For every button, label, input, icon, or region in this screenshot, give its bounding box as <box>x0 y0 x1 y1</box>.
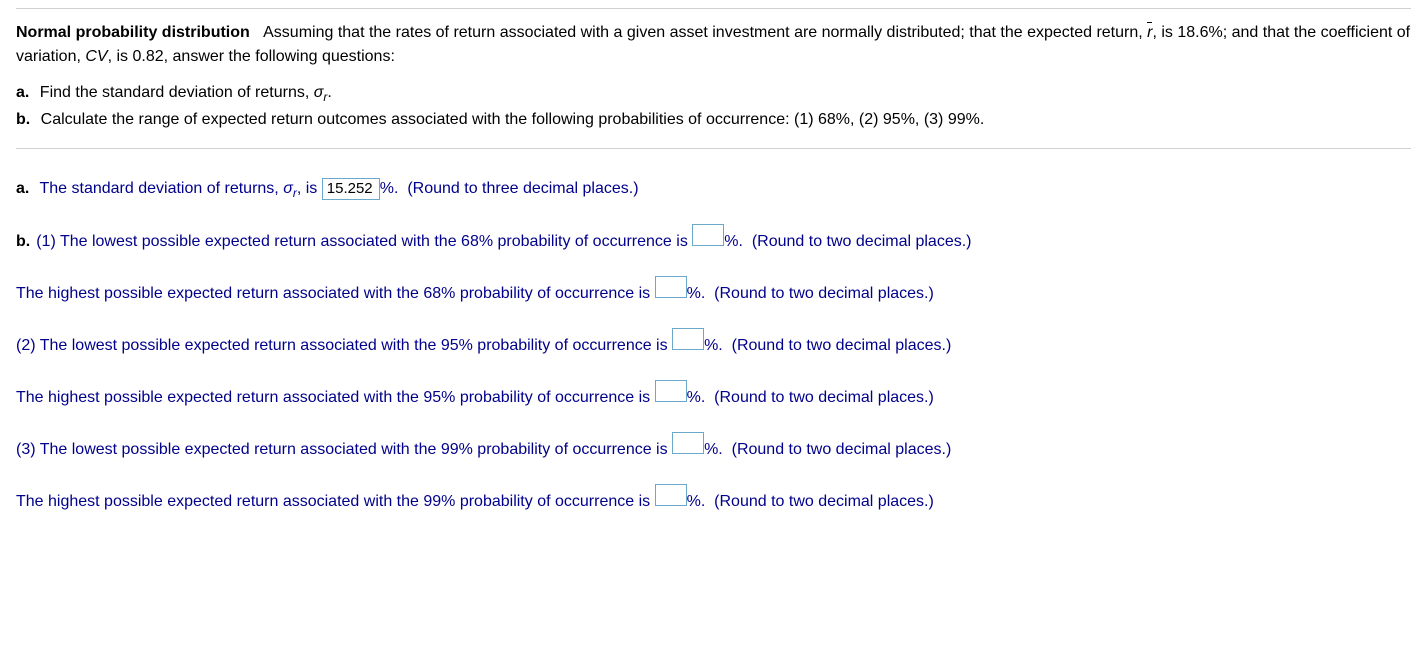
topic-title: Normal probability distribution <box>16 24 250 41</box>
part-b-text: Calculate the range of expected return o… <box>41 111 985 128</box>
b1-high-hint: (Round to two decimal places.) <box>714 285 934 302</box>
b1-high-unit: %. <box>687 285 706 302</box>
answer-label-b: b. <box>16 233 30 250</box>
part-label-b: b. <box>16 111 30 128</box>
b1-high-input[interactable] <box>655 276 687 298</box>
sigma-r-symbol: σr <box>314 84 328 101</box>
question-block: Normal probability distribution Assuming… <box>16 8 1411 149</box>
b3-low-unit: %. <box>704 441 723 458</box>
question-intro: Normal probability distribution Assuming… <box>16 21 1411 69</box>
answer-a-hint: (Round to three decimal places.) <box>407 180 638 197</box>
answer-a-unit: %. <box>380 180 399 197</box>
answer-a-after-sigma: , is <box>297 180 317 197</box>
b1-low-hint: (Round to two decimal places.) <box>752 233 972 250</box>
b1-prefix: (1) <box>36 233 60 250</box>
sigma-r-symbol-ans: σr <box>283 180 297 197</box>
answer-label-a: a. <box>16 180 29 197</box>
b1-high-text: The highest possible expected return ass… <box>16 285 650 302</box>
answer-area: a. The standard deviation of returns, σr… <box>16 157 1411 514</box>
answer-line-a: a. The standard deviation of returns, σr… <box>16 177 1411 202</box>
b2-high-text: The highest possible expected return ass… <box>16 389 650 406</box>
cv-label: CV <box>85 48 107 65</box>
answer-line-b3-low: (3) The lowest possible expected return … <box>16 432 1411 462</box>
answer-line-b2-high: The highest possible expected return ass… <box>16 380 1411 410</box>
cv-value: 0.82 <box>133 48 164 65</box>
b1-low-unit: %. <box>724 233 743 250</box>
b2-low-hint: (Round to two decimal places.) <box>732 337 952 354</box>
intro-body-2: , is <box>1152 24 1177 41</box>
question-part-a: a. Find the standard deviation of return… <box>16 81 1411 106</box>
r-bar-symbol: r <box>1147 21 1152 45</box>
b3-high-unit: %. <box>687 493 706 510</box>
answer-line-b1-low: b. (1) The lowest possible expected retur… <box>16 224 1411 254</box>
b1-low-text: The lowest possible expected return asso… <box>60 233 688 250</box>
b1-low-input[interactable] <box>692 224 724 246</box>
answer-a-lead: The standard deviation of returns, <box>40 180 284 197</box>
b3-high-hint: (Round to two decimal places.) <box>714 493 934 510</box>
intro-tail: , answer the following questions: <box>164 48 395 65</box>
b2-high-hint: (Round to two decimal places.) <box>714 389 934 406</box>
b2-prefix: (2) <box>16 337 40 354</box>
question-part-b: b. Calculate the range of expected retur… <box>16 108 1411 132</box>
b3-high-input[interactable] <box>655 484 687 506</box>
question-page: Normal probability distribution Assuming… <box>0 0 1427 560</box>
answer-line-b2-low: (2) The lowest possible expected return … <box>16 328 1411 358</box>
b2-high-input[interactable] <box>655 380 687 402</box>
intro-body-1: Assuming that the rates of return associ… <box>263 24 1147 41</box>
given-return: 18.6% <box>1177 24 1222 41</box>
b3-high-text: The highest possible expected return ass… <box>16 493 650 510</box>
b2-low-text: The lowest possible expected return asso… <box>40 337 668 354</box>
b2-high-unit: %. <box>687 389 706 406</box>
b2-low-unit: %. <box>704 337 723 354</box>
b2-low-input[interactable] <box>672 328 704 350</box>
std-dev-input[interactable]: 15.252 <box>322 178 380 200</box>
answer-line-b3-high: The highest possible expected return ass… <box>16 484 1411 514</box>
b3-low-text: The lowest possible expected return asso… <box>40 441 668 458</box>
part-a-period: . <box>327 84 331 101</box>
part-a-text: Find the standard deviation of returns, <box>40 84 314 101</box>
b3-prefix: (3) <box>16 441 40 458</box>
b3-low-input[interactable] <box>672 432 704 454</box>
answer-line-b1-high: The highest possible expected return ass… <box>16 276 1411 306</box>
part-label-a: a. <box>16 84 29 101</box>
b3-low-hint: (Round to two decimal places.) <box>732 441 952 458</box>
cv-is: , is <box>108 48 133 65</box>
